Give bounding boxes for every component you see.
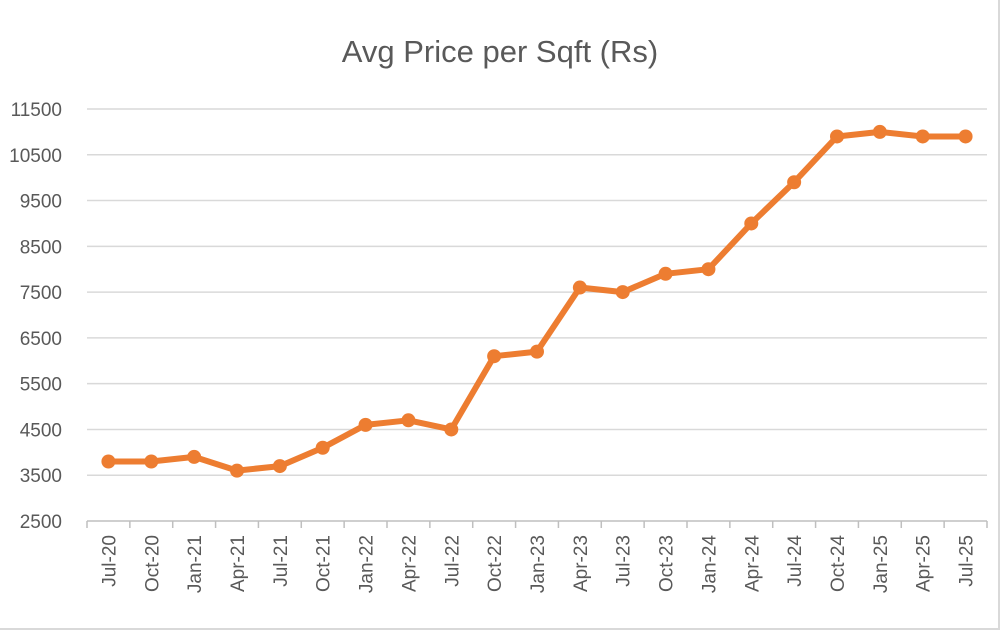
- data-point-Jan-25: [872, 124, 887, 139]
- chart-title: Avg Price per Sqft (Rs): [342, 34, 658, 69]
- x-tick-label-Oct-22: Oct-22: [485, 535, 506, 592]
- data-point-Jul-21: [272, 459, 287, 474]
- data-point-Apr-22: [401, 413, 416, 428]
- x-tick-label-Oct-20: Oct-20: [142, 535, 163, 592]
- gridlines: [87, 108, 987, 476]
- y-tick-label-7500: 7500: [20, 283, 62, 304]
- data-point-Oct-24: [830, 129, 844, 144]
- y-tick-label-10500: 10500: [9, 146, 62, 167]
- y-tick-label-4500: 4500: [20, 420, 62, 441]
- series-layer: [101, 124, 973, 478]
- y-axis-tick-labels: 2500 3500 4500 5500 6500 7500 8500 9500 10500 115…: [9, 100, 62, 533]
- y-tick-label-6500: 6500: [20, 329, 62, 350]
- x-tick-label-Jan-22: Jan-22: [357, 535, 378, 593]
- data-point-Oct-22: [487, 349, 502, 364]
- data-point-Oct-20: [144, 454, 159, 469]
- data-point-Apr-23: [572, 280, 587, 295]
- x-tick-label-Oct-21: Oct-21: [314, 535, 335, 592]
- data-point-Jul-22: [444, 422, 459, 437]
- x-tick-label-Oct-23: Oct-23: [657, 535, 678, 592]
- x-tick-label-Jul-23: Jul-23: [614, 535, 635, 587]
- x-tick-label-Jan-23: Jan-23: [528, 535, 549, 593]
- data-point-Oct-21: [315, 440, 330, 455]
- x-tick-label-Jul-20: Jul-20: [99, 535, 120, 587]
- x-tick-label-Apr-23: Apr-23: [571, 535, 592, 592]
- data-point-Jan-21: [187, 449, 202, 464]
- data-point-Apr-25: [915, 129, 930, 144]
- x-tick-label-Jan-24: Jan-24: [699, 535, 720, 594]
- y-tick-label-8500: 8500: [20, 237, 62, 258]
- data-point-Jul-24: [787, 175, 802, 190]
- y-tick-label-2500: 2500: [20, 512, 62, 533]
- x-axis-tick-labels: Jul-20 Oct-20 Jan-21 Apr-21 Jul-21 Oct-21 Jan-…: [99, 535, 977, 594]
- data-point-Jul-20: [101, 454, 116, 469]
- data-point-Jul-25: [958, 129, 973, 144]
- data-point-Jan-23: [530, 344, 544, 359]
- x-tick-label-Apr-22: Apr-22: [399, 535, 420, 592]
- data-point-Apr-21: [230, 463, 244, 478]
- data-point-Jan-22: [358, 417, 373, 432]
- x-tick-label-Jan-21: Jan-21: [185, 535, 206, 593]
- x-tick-label-Jul-24: Jul-24: [785, 535, 806, 587]
- x-tick-label-Apr-24: Apr-24: [742, 535, 763, 592]
- y-tick-label-5500: 5500: [20, 375, 62, 396]
- x-axis: [86, 520, 988, 528]
- x-tick-label-Apr-25: Apr-25: [914, 535, 935, 592]
- x-tick-label-Oct-24: Oct-24: [828, 535, 849, 592]
- x-tick-label-Jul-25: Jul-25: [957, 535, 978, 587]
- y-tick-label-11500: 11500: [11, 100, 62, 121]
- x-tick-label-Jul-21: Jul-21: [271, 535, 292, 587]
- y-tick-label-9500: 9500: [20, 192, 62, 213]
- y-tick-label-3500: 3500: [20, 466, 62, 487]
- data-point-Apr-24: [744, 216, 759, 231]
- data-point-Jul-23: [615, 285, 630, 300]
- x-tick-label-Apr-21: Apr-21: [228, 535, 249, 592]
- data-point-Oct-23: [658, 266, 673, 281]
- x-tick-label-Jul-22: Jul-22: [442, 535, 463, 587]
- x-tick-label-Jan-25: Jan-25: [871, 535, 892, 593]
- data-point-Jan-24: [701, 262, 716, 277]
- series-line: [105, 128, 969, 474]
